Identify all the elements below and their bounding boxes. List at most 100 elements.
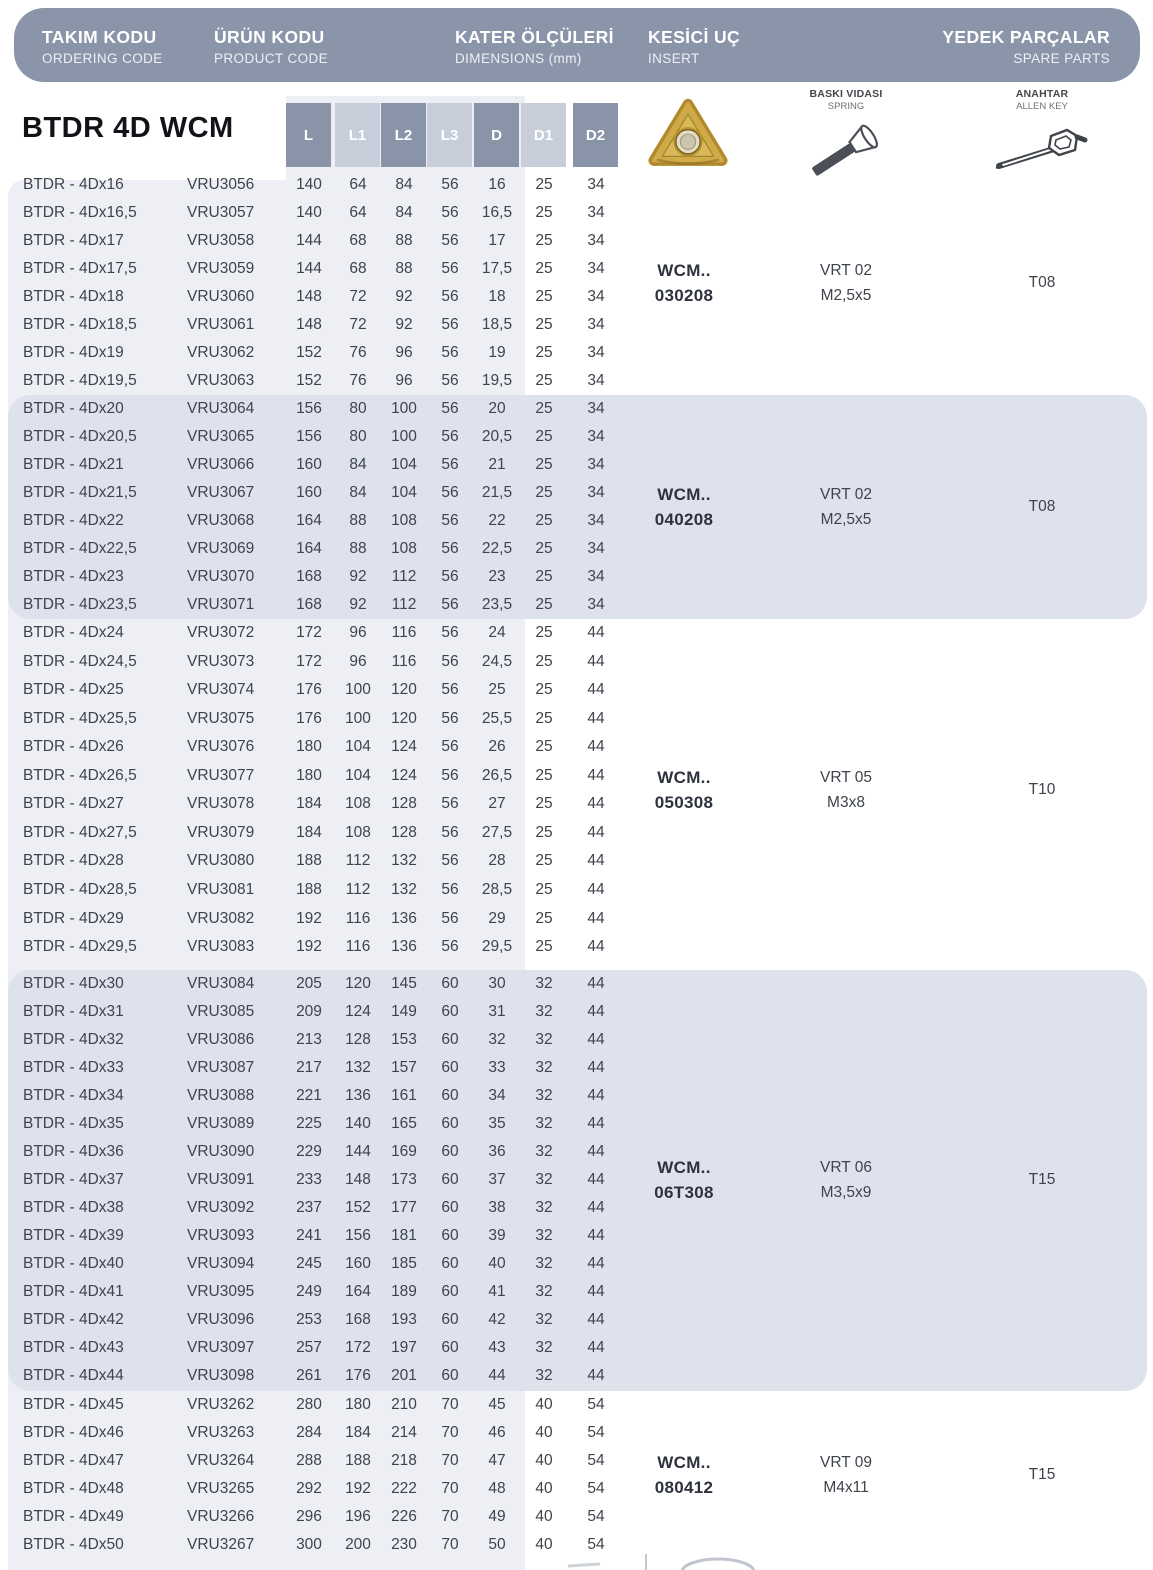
- dimension-value-cell: 44: [587, 652, 605, 670]
- header-title: YEDEK PARÇALAR: [942, 27, 1110, 47]
- table-row: BTDR - 4Dx27 VRU3078 184 108 128 56 27 25 44: [0, 790, 1153, 818]
- dimension-value-cell: 88: [349, 512, 367, 529]
- dimension-value-cell: 25: [535, 624, 553, 641]
- ordering-code-cell: BTDR - 4Dx22: [23, 512, 124, 529]
- dimension-value-cell: 144: [296, 232, 322, 249]
- dimension-value-cell: 19: [488, 344, 506, 361]
- allen-key-title: ANAHTAR: [1015, 88, 1069, 100]
- ordering-code-cell: BTDR - 4Dx32: [23, 1031, 124, 1048]
- product-code-cell: VRU3083: [187, 938, 255, 956]
- dimension-value-cell: 25: [535, 880, 553, 898]
- dimension-value-cell: 25: [535, 909, 553, 927]
- header-subtitle: SPARE PARTS: [1013, 51, 1110, 66]
- dimension-value-cell: 44: [587, 1059, 605, 1076]
- dimension-value-cell: 188: [345, 1452, 371, 1469]
- dimension-value-cell: 25: [535, 938, 553, 956]
- dimension-value-cell: 148: [345, 1171, 371, 1188]
- ordering-code-cell: BTDR - 4Dx46: [23, 1424, 124, 1441]
- dimension-value-cell: 292: [296, 1480, 322, 1497]
- dimension-value-cell: 128: [391, 823, 417, 841]
- dimension-value-cell: 176: [345, 1367, 371, 1384]
- dimension-value-cell: 60: [441, 1087, 459, 1104]
- dimension-value-cell: 84: [395, 204, 413, 221]
- table-row: BTDR - 4Dx41 VRU3095 249 164 189 60 41 32 44: [0, 1278, 1153, 1306]
- table-row: BTDR - 4Dx27,5 VRU3079 184 108 128 56 27,5 25 44: [0, 819, 1153, 847]
- dimension-value-cell: 54: [587, 1536, 605, 1553]
- ordering-code-cell: BTDR - 4Dx31: [23, 1003, 124, 1020]
- table-row: BTDR - 4Dx35 VRU3089 225 140 165 60 35 32 44: [0, 1110, 1153, 1138]
- dimension-value-cell: 34: [587, 400, 605, 417]
- dimension-value-cell: 25: [535, 428, 553, 445]
- header-spare-parts: YEDEK PARÇALAR SPARE PARTS: [942, 27, 1110, 66]
- dimension-value-cell: 32: [535, 1031, 553, 1048]
- dimension-value-cell: 56: [441, 652, 459, 670]
- dimension-value-cell: 164: [296, 512, 322, 529]
- header-title: ÜRÜN KODU: [214, 27, 325, 47]
- dimension-value-cell: 24: [488, 624, 506, 641]
- table-row: BTDR - 4Dx18,5 VRU3061 148 72 92 56 18,5 25 34: [0, 311, 1153, 339]
- dimension-value-cell: 44: [587, 1199, 605, 1216]
- product-code-cell: VRU3069: [187, 540, 255, 557]
- dimension-value-cell: 25: [488, 681, 506, 699]
- product-code-cell: VRU3077: [187, 766, 255, 784]
- dimension-value-cell: 100: [391, 428, 417, 445]
- dimension-value-cell: 44: [587, 1003, 605, 1020]
- ordering-code-cell: BTDR - 4Dx23,5: [23, 596, 137, 613]
- dimension-value-cell: 33: [488, 1059, 506, 1076]
- dimension-value-cell: 44: [587, 1367, 605, 1384]
- dimension-value-cell: 60: [441, 1143, 459, 1160]
- screw-spec-line: VRT 02: [820, 486, 872, 503]
- dimension-value-cell: 84: [395, 176, 413, 193]
- allen-key-subtitle: ALLEN KEY: [1016, 101, 1068, 112]
- ordering-code-cell: BTDR - 4Dx30: [23, 975, 124, 992]
- dimension-value-cell: 25: [535, 176, 553, 193]
- dimension-value-cell: 60: [441, 1115, 459, 1132]
- product-code-cell: VRU3085: [187, 1003, 255, 1020]
- dimension-value-cell: 108: [391, 512, 417, 529]
- dimension-value-cell: 26: [488, 738, 506, 756]
- dimension-value-cell: 56: [441, 624, 459, 641]
- dimension-value-cell: 25: [535, 260, 553, 277]
- dimension-column-header: D1: [521, 103, 566, 167]
- ordering-code-cell: BTDR - 4Dx35: [23, 1115, 124, 1132]
- product-code-cell: VRU3070: [187, 568, 255, 585]
- dimension-value-cell: 164: [296, 540, 322, 557]
- dimension-value-cell: 284: [296, 1424, 322, 1441]
- table-row: BTDR - 4Dx29,5 VRU3083 192 116 136 56 29,5 25 44: [0, 933, 1153, 961]
- screw-spec-line: VRT 09: [820, 1454, 872, 1471]
- dimension-value-cell: 25: [535, 823, 553, 841]
- dimension-value-cell: 88: [349, 540, 367, 557]
- product-code-cell: VRU3056: [187, 176, 255, 193]
- dimension-value-cell: 96: [395, 344, 413, 361]
- dimension-value-cell: 149: [391, 1003, 417, 1020]
- dimension-value-cell: 56: [441, 260, 459, 277]
- dimension-value-cell: 196: [345, 1508, 371, 1525]
- table-row: BTDR - 4Dx26,5 VRU3077 180 104 124 56 26,5 25 44: [0, 762, 1153, 790]
- dimension-value-cell: 92: [349, 568, 367, 585]
- dimension-value-cell: 44: [587, 1087, 605, 1104]
- dimension-value-cell: 56: [441, 428, 459, 445]
- dimension-value-cell: 44: [587, 1227, 605, 1244]
- product-code-cell: VRU3068: [187, 512, 255, 529]
- dimension-value-cell: 17: [488, 232, 506, 249]
- dimension-value-cell: 40: [535, 1508, 553, 1525]
- dimension-value-cell: 136: [391, 938, 417, 956]
- dimension-value-cell: 25: [535, 681, 553, 699]
- dimension-value-cell: 120: [391, 709, 417, 727]
- screw-spec-line: VRT 06: [820, 1159, 872, 1176]
- dimension-value-cell: 245: [296, 1255, 322, 1272]
- ordering-code-cell: BTDR - 4Dx27,5: [23, 823, 137, 841]
- dimension-value-cell: 16,5: [481, 204, 513, 221]
- dimension-value-cell: 34: [587, 596, 605, 613]
- dimension-value-cell: 44: [587, 1031, 605, 1048]
- dimension-value-cell: 176: [296, 709, 322, 727]
- dimension-value-cell: 40: [488, 1255, 506, 1272]
- dimension-value-cell: 39: [488, 1227, 506, 1244]
- dimension-value-cell: 25: [535, 456, 553, 473]
- dimension-value-cell: 96: [349, 624, 367, 641]
- table-row: BTDR - 4Dx29 VRU3082 192 116 136 56 29 25 44: [0, 905, 1153, 933]
- screw-spec-line: M3x8: [827, 794, 865, 812]
- ordering-code-cell: BTDR - 4Dx40: [23, 1255, 124, 1272]
- table-row: BTDR - 4Dx21,5 VRU3067 160 84 104 56 21,5 25 34: [0, 479, 1153, 507]
